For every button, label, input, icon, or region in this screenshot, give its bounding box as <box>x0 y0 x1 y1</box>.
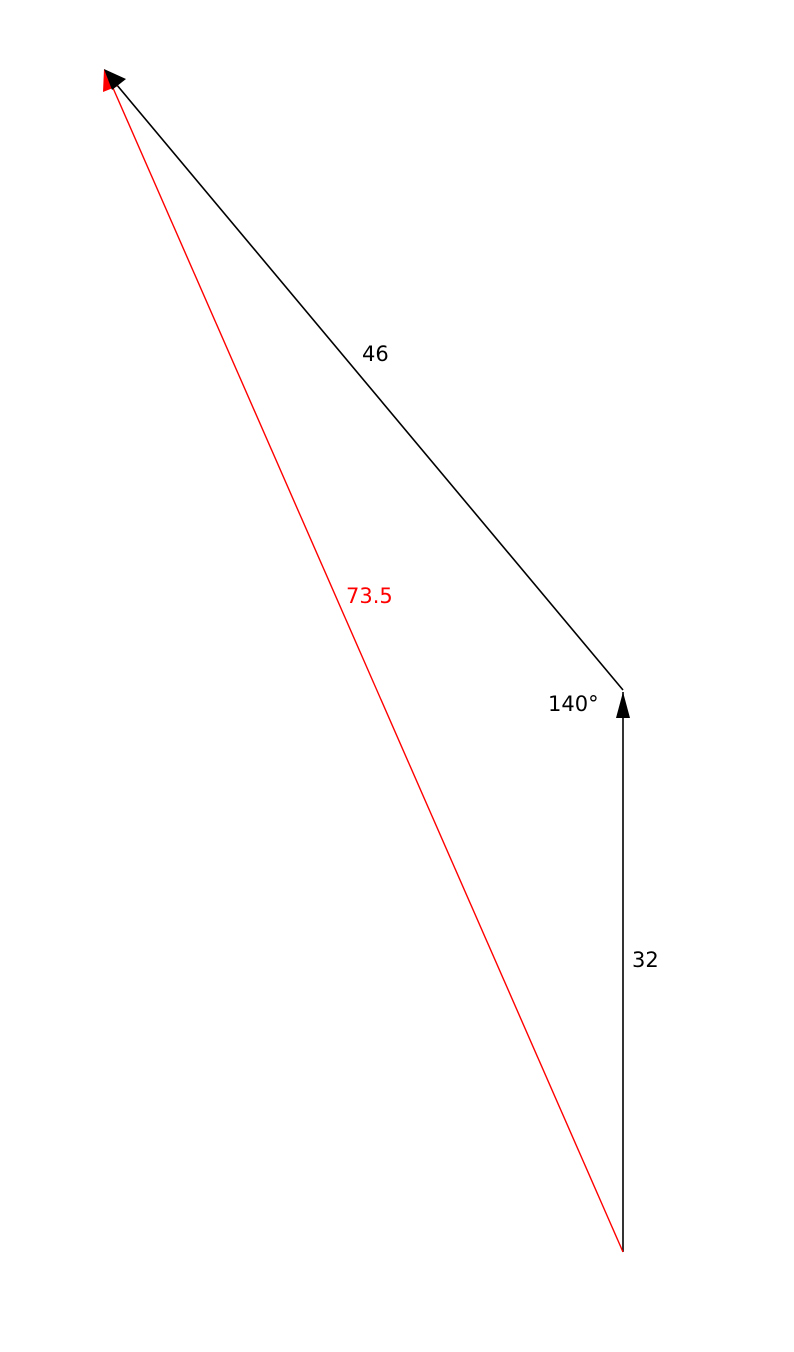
vector-a-arrowhead <box>616 692 630 718</box>
vector-b-label: 46 <box>362 342 389 366</box>
vector-b-arrow <box>105 71 624 691</box>
vector-b-arrowhead <box>104 69 126 90</box>
angle-label: 140° <box>548 692 599 716</box>
vector-a-label: 32 <box>632 948 659 972</box>
resultant-vector-arrow <box>105 71 624 1253</box>
resultant-label: 73.5 <box>346 584 393 608</box>
